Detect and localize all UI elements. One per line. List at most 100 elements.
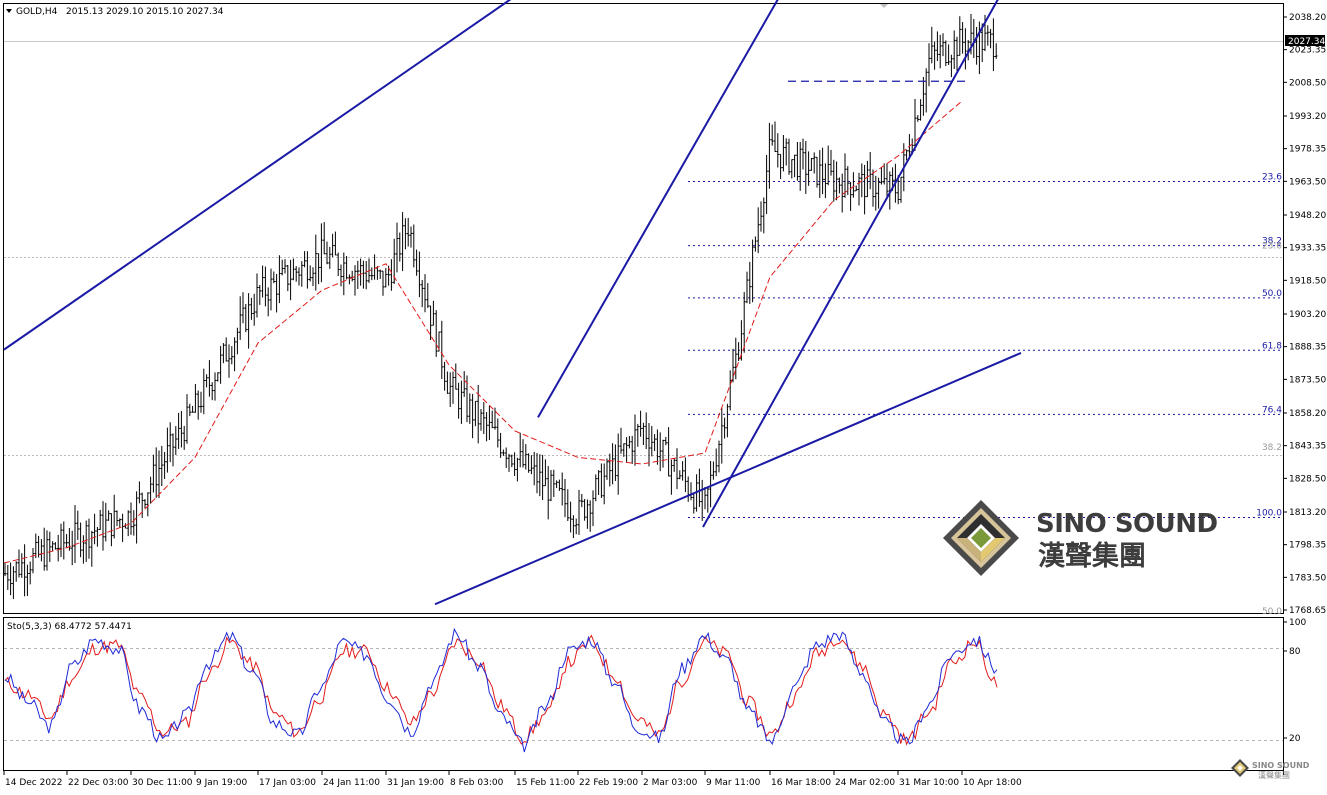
candle <box>773 121 777 153</box>
candle <box>692 493 696 514</box>
candle <box>656 429 659 465</box>
candle <box>322 222 326 255</box>
candle <box>605 458 609 480</box>
price-tick-label: 2038.20 <box>1289 13 1326 23</box>
candle <box>244 303 248 333</box>
candle <box>835 161 838 201</box>
candle <box>222 343 225 364</box>
candle <box>639 410 642 437</box>
candle <box>961 22 964 54</box>
candle <box>782 134 785 172</box>
candle <box>583 498 586 521</box>
candle <box>527 453 530 473</box>
upper-channel-line[interactable] <box>3 0 695 351</box>
candle <box>591 490 595 527</box>
candle <box>933 41 936 70</box>
candle <box>350 270 354 282</box>
candle <box>552 469 556 498</box>
candle <box>580 493 584 508</box>
trendlines[interactable] <box>3 0 1022 606</box>
candle <box>667 427 670 477</box>
candle <box>972 18 976 58</box>
candle <box>224 337 228 362</box>
candle <box>171 433 175 467</box>
candle <box>443 361 446 391</box>
fib-faint-label: 23.6 <box>1262 242 1282 252</box>
candle <box>731 348 735 383</box>
symbol-title: GOLD,H4 <box>16 7 58 17</box>
candle <box>714 448 718 477</box>
steep-channel-upper[interactable] <box>537 0 842 418</box>
indicator-tick-label: 20 <box>1289 734 1301 744</box>
moving-average-line <box>3 100 963 564</box>
candle <box>880 167 883 185</box>
candle <box>373 254 376 280</box>
time-tick-label: 31 Jan 19:00 <box>387 778 444 788</box>
candle <box>958 16 962 56</box>
candle <box>199 391 203 413</box>
candle <box>54 542 57 550</box>
candle <box>381 270 385 296</box>
steep-channel-lower[interactable] <box>702 0 1017 528</box>
candle <box>317 253 320 285</box>
candle <box>499 432 502 458</box>
candle <box>684 457 687 493</box>
candle <box>395 222 399 273</box>
candle <box>577 489 581 535</box>
candle <box>709 460 712 508</box>
fib-faint-label: 38.2 <box>1262 443 1282 453</box>
candle <box>532 451 536 486</box>
chart-shift-marker[interactable] <box>880 4 888 8</box>
candle <box>303 251 306 268</box>
candle <box>955 36 959 71</box>
candle <box>264 266 267 307</box>
triangle-down-icon[interactable] <box>6 9 12 13</box>
candle <box>619 427 623 454</box>
candle <box>765 154 768 214</box>
candle <box>359 258 362 286</box>
candle <box>521 439 525 468</box>
candle <box>96 526 99 547</box>
candle <box>269 268 273 311</box>
candle <box>852 172 855 198</box>
indicator-tick-label: 80 <box>1289 647 1301 657</box>
candlestick-series <box>3 14 998 600</box>
candle <box>703 487 707 510</box>
price-tick-label: 1843.35 <box>1289 442 1326 452</box>
candle <box>712 461 715 480</box>
candle <box>3 562 7 577</box>
candle <box>51 541 54 552</box>
candle <box>149 476 152 504</box>
candle <box>205 374 208 388</box>
candle <box>429 305 432 341</box>
candle <box>927 43 931 87</box>
candle <box>636 423 640 447</box>
candle <box>14 561 18 582</box>
time-tick-label: 24 Jan 11:00 <box>323 778 380 788</box>
candle <box>734 337 738 380</box>
candle <box>868 152 872 190</box>
candle <box>866 160 869 198</box>
candle <box>479 409 483 431</box>
candle <box>241 292 245 324</box>
candle <box>885 163 889 197</box>
candle <box>824 163 827 199</box>
candle <box>821 147 824 195</box>
candle <box>233 337 236 372</box>
candle <box>798 141 802 191</box>
candle <box>793 154 796 178</box>
price-tick-label: 1903.20 <box>1289 310 1326 320</box>
candle <box>420 280 424 308</box>
candle <box>406 217 410 247</box>
candle <box>602 463 606 505</box>
lower-support-line[interactable] <box>434 352 1022 606</box>
candle <box>994 43 998 59</box>
candle <box>325 241 329 265</box>
candle <box>507 453 511 472</box>
candle <box>924 68 928 113</box>
candle <box>919 99 922 121</box>
candle <box>132 510 136 536</box>
candle <box>597 470 600 495</box>
candle <box>594 474 598 502</box>
